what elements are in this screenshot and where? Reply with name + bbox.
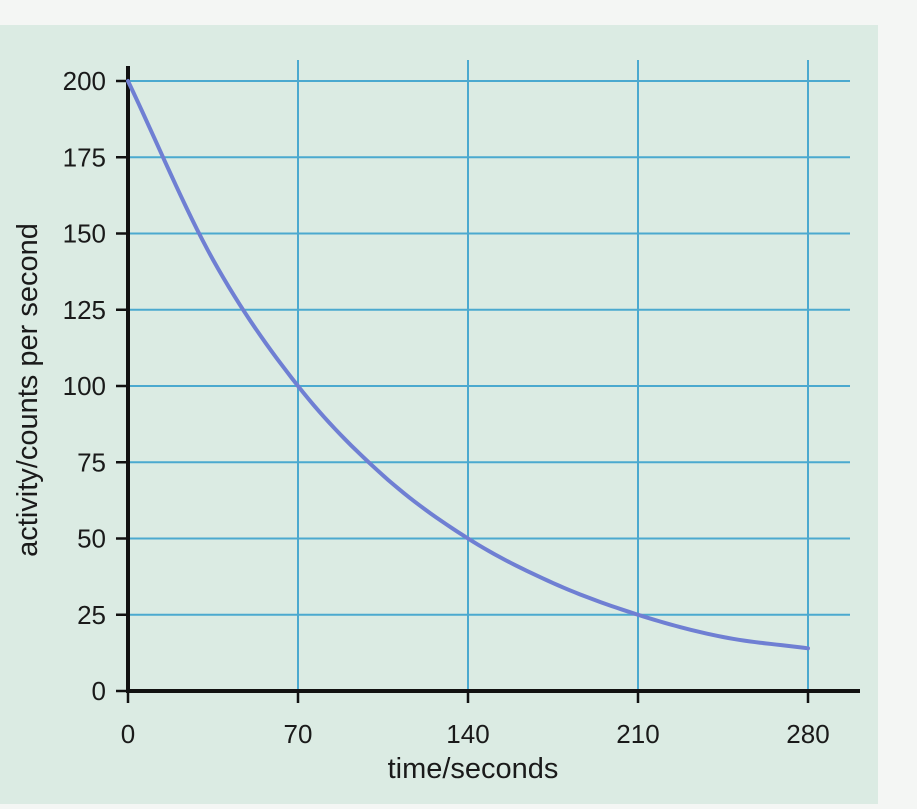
y-tick-label: 125 [63,295,106,325]
plot-area-background [0,25,878,804]
series-layer [126,79,810,651]
y-tick-label: 150 [63,219,106,249]
y-axis-title: activity/counts per second [12,223,44,557]
y-tick-label: 175 [63,142,106,172]
y-tick-label: 200 [63,66,106,96]
y-tick-label: 75 [77,447,106,477]
y-tick-label: 0 [92,676,106,706]
x-tick-label: 70 [284,719,313,749]
x-axis-title: time/seconds [388,753,559,785]
y-tick-label: 50 [77,524,106,554]
axes [116,66,860,703]
decay-curve [126,79,810,651]
x-tick-label: 280 [786,719,829,749]
x-tick-label: 0 [121,719,135,749]
y-tick-label: 25 [77,600,106,630]
x-tick-label: 140 [446,719,489,749]
tick-labels: 0 25 50 75 100 125 150 175 200 0 70 140 210 280 [63,66,830,749]
y-tick-label: 100 [63,371,106,401]
grid [128,60,850,691]
x-tick-label: 210 [616,719,659,749]
